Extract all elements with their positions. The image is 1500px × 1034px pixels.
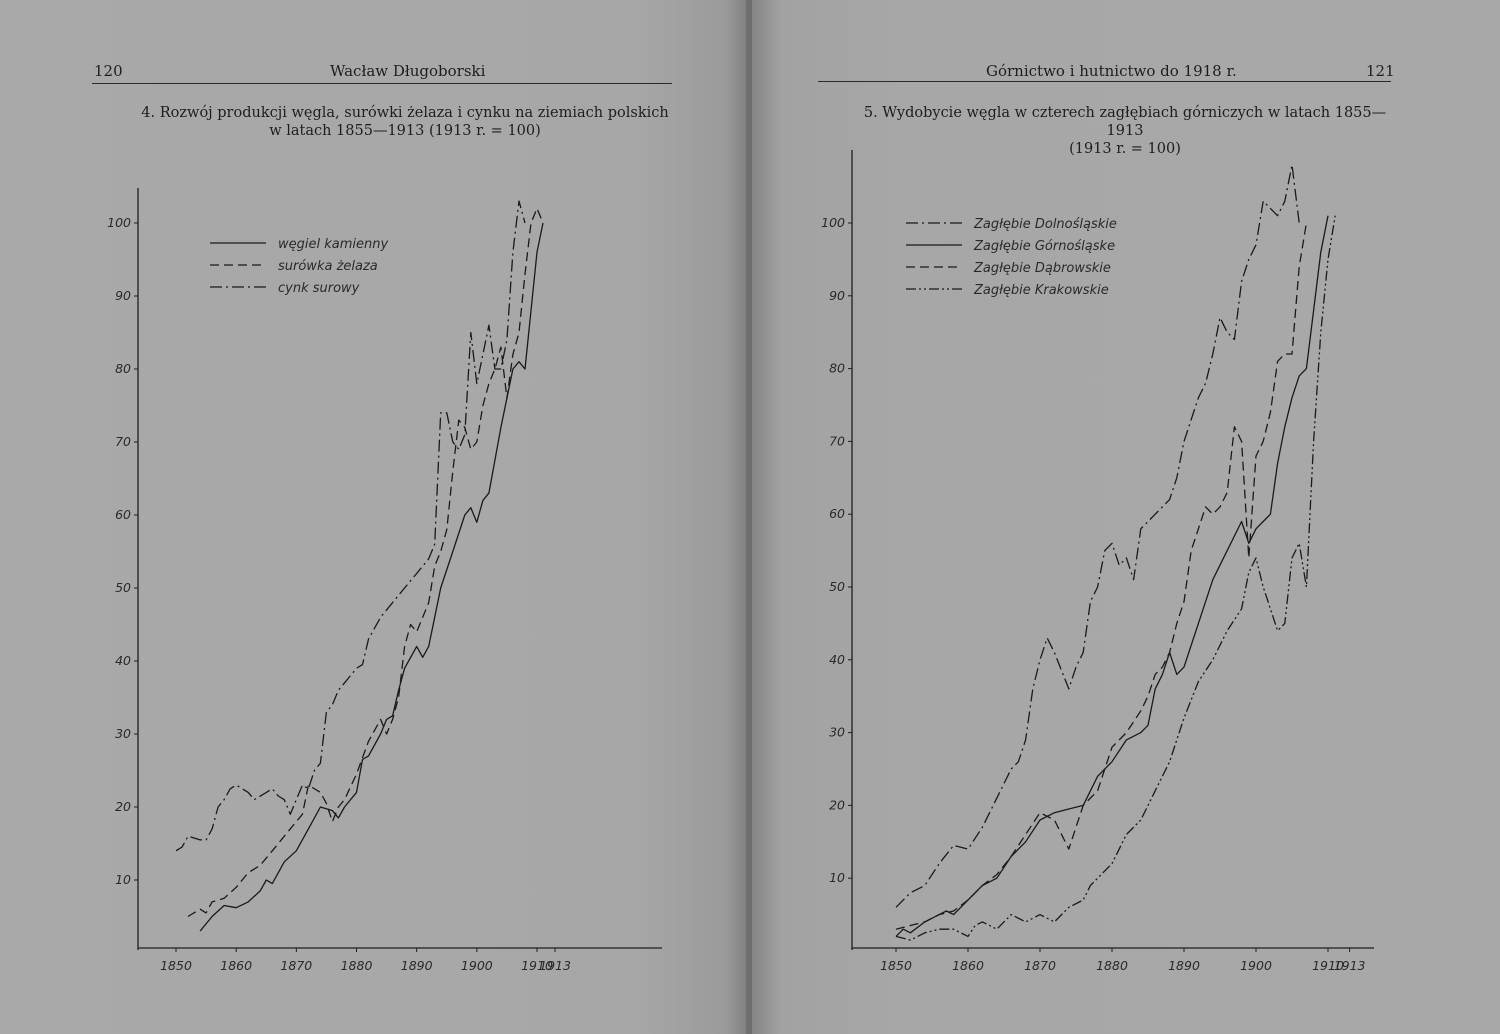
- x-tick-label: 1860: [952, 958, 984, 973]
- series-line-3: [895, 222, 1308, 930]
- legend-label: cynk surowy: [278, 281, 360, 296]
- caption-left-line2: w latach 1855—1913 (1913 r. = 100): [269, 123, 541, 139]
- y-tick-label: 10: [829, 870, 845, 885]
- series-line-2: [895, 215, 1329, 937]
- x-tick-label: 1850: [160, 958, 192, 973]
- left-page: 120 Wacław Długoborski 4. Rozwój produkc…: [0, 0, 748, 1034]
- legend-label: Zagłębie Dolnośląskie: [973, 217, 1117, 232]
- x-tick-label: 1860: [220, 958, 252, 973]
- y-tick-label: 100: [107, 215, 131, 230]
- x-tick-label: 1913: [539, 958, 571, 973]
- caption-right-line2: (1913 r. = 100): [1069, 141, 1181, 157]
- caption-left-line1: 4. Rozwój produkcji węgla, surówki żelaz…: [141, 105, 669, 121]
- y-tick-label: 60: [115, 507, 131, 522]
- legend-label: surówka żelaza: [278, 259, 378, 274]
- y-tick-label: 20: [829, 797, 845, 812]
- y-tick-label: 30: [115, 726, 131, 741]
- x-tick-label: 1913: [1334, 958, 1366, 973]
- header-rule-left: [92, 83, 672, 84]
- x-tick-label: 1850: [880, 958, 912, 973]
- series-line-2: [187, 207, 544, 918]
- y-tick-label: 10: [115, 872, 131, 887]
- y-tick-label: 80: [115, 361, 131, 376]
- x-tick-label: 1910: [1312, 958, 1344, 973]
- chart-right-basins: 10 20 30 40 50 60 70 80 90 100 1850 1860 1870 1880 189…: [821, 150, 1374, 973]
- y-tick-label: 50: [115, 580, 131, 595]
- book-gutter: [746, 0, 754, 1034]
- page-number-right: 121: [1366, 62, 1395, 80]
- y-tick-label: 70: [829, 433, 845, 448]
- x-tick-label: 1880: [1096, 958, 1128, 973]
- legend-label: węgiel kamienny: [278, 237, 388, 252]
- figure-caption-left: 4. Rozwój produkcji węgla, surówki żelaz…: [110, 104, 700, 140]
- caption-right-line1: 5. Wydobycie węgla w czterech zagłębiach…: [863, 105, 1387, 139]
- series-line-3: [175, 200, 526, 852]
- y-tick-label: 60: [829, 506, 845, 521]
- x-tick-label: 1880: [341, 958, 373, 973]
- chart-left-production: 10 20 30 40 50 60 70 80 90 100 1850 1860 1870 1880 189…: [107, 188, 662, 973]
- x-tick-label: 1890: [1168, 958, 1200, 973]
- y-tick-label: 90: [829, 288, 845, 303]
- y-tick-label: 30: [829, 725, 845, 740]
- x-tick-label: 1910: [521, 958, 553, 973]
- y-tick-label: 80: [829, 361, 845, 376]
- series-line-1: [895, 164, 1300, 908]
- x-tick-label: 1890: [401, 958, 433, 973]
- y-tick-label: 50: [829, 579, 845, 594]
- y-tick-label: 40: [115, 653, 131, 668]
- running-head-right: Górnictwo i hutnictwo do 1918 r.: [986, 62, 1237, 80]
- series-line-4: [895, 215, 1336, 941]
- x-tick-label: 1870: [280, 958, 312, 973]
- x-tick-label: 1900: [1240, 958, 1272, 973]
- right-page: Górnictwo i hutnictwo do 1918 r. 121 5. …: [752, 0, 1500, 1034]
- y-tick-label: 20: [115, 799, 131, 814]
- running-head-left: Wacław Długoborski: [330, 62, 486, 80]
- legend-label: Zagłębie Górnośląske: [973, 239, 1115, 254]
- legend-label: Zagłębie Krakowskie: [973, 283, 1109, 298]
- y-tick-label: 70: [115, 434, 131, 449]
- header-rule-right: [818, 81, 1391, 82]
- y-tick-label: 100: [821, 215, 845, 230]
- page-number-left: 120: [94, 62, 123, 80]
- x-tick-label: 1900: [461, 958, 493, 973]
- y-tick-label: 40: [829, 652, 845, 667]
- legend-label: Zagłębie Dąbrowskie: [973, 261, 1111, 276]
- figure-caption-right: 5. Wydobycie węgla w czterech zagłębiach…: [850, 104, 1400, 158]
- y-tick-label: 90: [115, 288, 131, 303]
- x-tick-label: 1870: [1024, 958, 1056, 973]
- series-line-1: [199, 222, 544, 932]
